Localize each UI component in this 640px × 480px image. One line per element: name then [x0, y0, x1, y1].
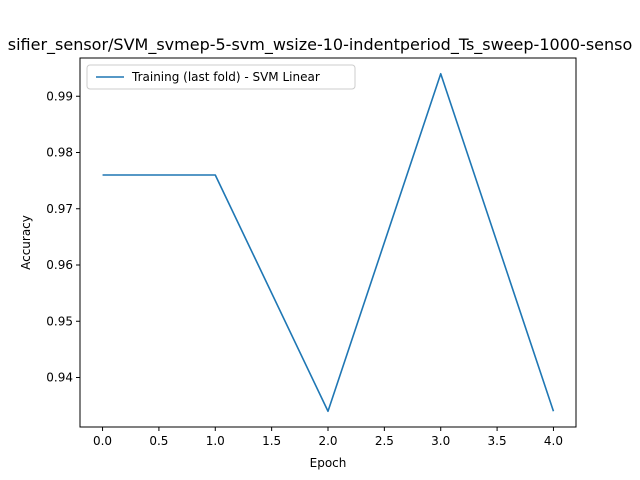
x-tick-label: 4.0 [544, 434, 563, 448]
legend-label: Training (last fold) - SVM Linear [131, 70, 320, 84]
x-tick-label: 2.5 [375, 434, 394, 448]
chart-title: sifier_sensor/SVM_svmep-5-svm_wsize-10-i… [8, 35, 633, 55]
x-tick-label: 0.0 [93, 434, 112, 448]
y-tick-label: 0.97 [46, 202, 73, 216]
y-tick-label: 0.95 [46, 314, 73, 328]
x-tick-label: 1.5 [262, 434, 281, 448]
legend: Training (last fold) - SVM Linear [86, 64, 356, 90]
x-tick-label: 2.0 [318, 434, 337, 448]
y-tick-label: 0.99 [46, 89, 73, 103]
x-tick-label: 3.5 [488, 434, 507, 448]
x-tick-label: 0.5 [149, 434, 168, 448]
y-tick-label: 0.96 [46, 258, 73, 272]
y-tick-label: 0.94 [46, 371, 73, 385]
legend-box [86, 64, 356, 90]
x-tick-label: 3.0 [431, 434, 450, 448]
series-line [102, 72, 555, 413]
y-tick-label: 0.98 [46, 146, 73, 160]
x-tick-label: 1.0 [206, 434, 225, 448]
plot-area: 0.0 0.5 1.0 1.5 2.0 2.5 3.0 3.5 4.0 0.94 0.95 0.96 0… [46, 72, 563, 448]
x-axis-label: Epoch [310, 456, 347, 470]
y-axis-label: Accuracy [19, 215, 33, 270]
axes-frame [79, 57, 577, 428]
